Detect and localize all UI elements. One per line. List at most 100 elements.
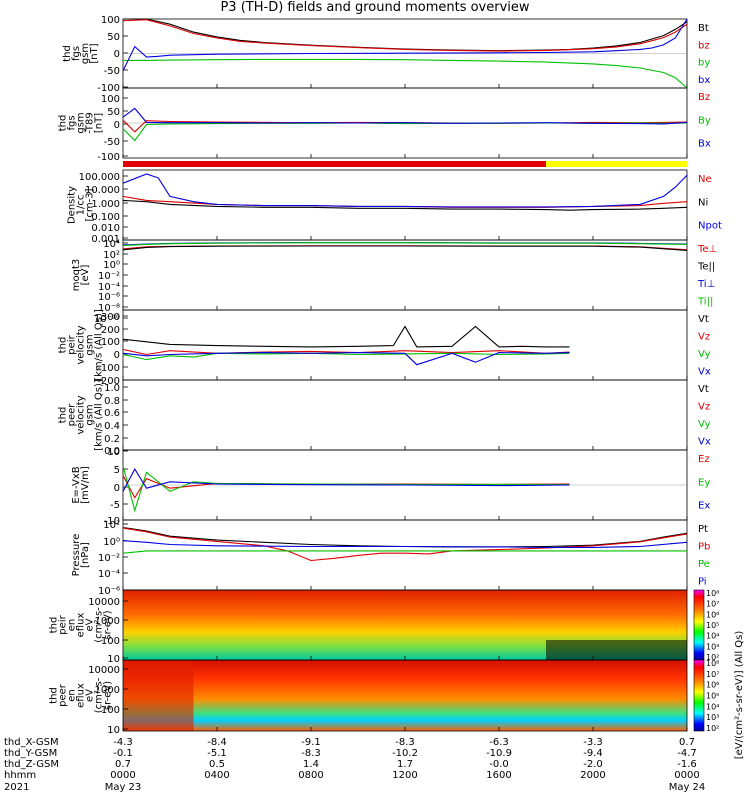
panel-frame	[122, 519, 688, 591]
series-pressure-Pi	[122, 540, 688, 548]
y-tick-label: 10000	[88, 597, 120, 608]
ephemeris-value: -4.7	[677, 748, 697, 759]
colorbar-tick: 10⁵	[706, 621, 719, 630]
legend-entry: Vx	[698, 367, 711, 378]
y-axis-label: E=-VxB	[71, 466, 82, 503]
series-density-Ni	[122, 199, 688, 211]
y-tick-label: 10⁰	[103, 260, 120, 271]
legend-entry: Ne	[698, 174, 712, 185]
y-axis-label: [nT]	[89, 43, 100, 63]
x-tick-label: 1600	[486, 770, 511, 781]
series-fgs-Bt	[123, 18, 688, 52]
x-tick-label: 0000	[110, 770, 135, 781]
colorbar	[693, 659, 705, 732]
y-axis-label: 1/cc	[76, 195, 87, 216]
y-tick-label: 10⁰	[103, 537, 120, 548]
x-tick-label: 1200	[392, 770, 417, 781]
x-date-label: May 24	[669, 782, 706, 793]
series-peir-vel-Vx	[122, 352, 570, 366]
colorbar-tick: 10⁴	[706, 702, 719, 711]
y-axis-label: velocity	[76, 325, 87, 364]
y-axis-label: gsm	[76, 112, 87, 133]
legend-entry: Te⊥	[697, 244, 717, 255]
ephemeris-value: -4.3	[113, 737, 133, 748]
legend-entry: Pe	[698, 559, 710, 570]
y-axis-label: (cm²-s-	[94, 607, 105, 643]
legend-entry: Vx	[698, 437, 711, 448]
panel-frame	[122, 169, 688, 241]
y-tick-label: 10000	[88, 665, 120, 676]
x-tick-label: 0000	[674, 770, 699, 781]
y-axis-label: en	[67, 619, 78, 632]
y-tick-label: 50	[107, 107, 120, 118]
y-tick-label: 0	[114, 120, 120, 131]
series-fgs-by	[123, 58, 688, 89]
y-tick-label: -5	[110, 500, 120, 511]
ephemeris-value: -8.3	[301, 748, 321, 759]
y-axis-label: fgs	[71, 46, 82, 61]
legend-entry: Bt	[698, 23, 709, 34]
y-axis-label: thd	[62, 45, 73, 62]
y-tick-label: 0.8	[104, 396, 120, 407]
ephemeris-value: 0.5	[209, 759, 225, 770]
legend-entry: Vt	[698, 384, 709, 395]
y-axis-label: [km/s (All Qs)]	[94, 379, 105, 451]
ephemeris-value: -5.1	[207, 748, 227, 759]
y-tick-label: 10⁻⁴	[98, 282, 120, 293]
legend-entry: by	[698, 58, 710, 69]
y-tick-label: 200	[101, 325, 120, 336]
legend-entry: Vt	[698, 314, 709, 325]
ephemeris-value: -8.4	[207, 737, 227, 748]
y-axis-label: sr-eV)	[103, 681, 114, 710]
y-tick-label: 10²	[103, 250, 120, 261]
ephemeris-value: -9.1	[301, 737, 321, 748]
series-temp-Te||	[122, 245, 688, 251]
y-tick-label: 100	[101, 337, 120, 348]
y-axis-label: Density	[67, 186, 78, 224]
y-axis-label: -T89	[85, 112, 96, 134]
y-tick-label: 1000	[95, 616, 120, 627]
year-label: 2021	[4, 782, 29, 793]
legend-entry: Ez	[698, 454, 710, 465]
legend-entry: bx	[698, 75, 710, 86]
y-axis-label: (cm²-s-	[94, 677, 105, 713]
ephemeris-value: 1.7	[397, 759, 413, 770]
ephemeris-value: -1.6	[677, 759, 697, 770]
y-tick-label: 10	[107, 725, 120, 736]
y-axis-label: thd	[58, 115, 69, 132]
y-axis-label: peer	[67, 403, 78, 427]
legend-entry: Npot	[698, 221, 722, 232]
series-pressure-Pt	[122, 526, 688, 548]
ephemeris-value: -10.9	[486, 748, 512, 759]
y-tick-label: 0	[114, 350, 120, 361]
ephemeris-value: 1.4	[303, 759, 319, 770]
y-tick-label: 10⁻²	[98, 271, 120, 282]
colorbar-tick: 10⁸	[706, 659, 719, 668]
y-tick-label: 10⁻⁶	[98, 586, 120, 597]
y-axis-label: eV	[85, 689, 96, 702]
y-tick-label: -200	[97, 376, 120, 387]
y-axis-label: [cm-3]	[85, 188, 96, 221]
colorbar-tick: 10⁸	[706, 589, 719, 598]
series-temp-Ti||	[122, 242, 688, 247]
y-tick-label: 10	[107, 447, 120, 458]
y-axis-label: gsm	[85, 404, 96, 425]
ephemeris-value: -0.1	[113, 748, 133, 759]
y-axis-label: [nPa]	[80, 542, 91, 568]
y-tick-label: 300	[101, 312, 120, 323]
y-axis-label: thd	[58, 337, 69, 354]
series-efield-Ex	[122, 467, 570, 492]
y-axis-label: Pressure	[71, 534, 82, 577]
y-tick-label: 5	[114, 465, 120, 476]
y-axis-label: en	[67, 689, 78, 702]
colorbar-tick: 10⁶	[706, 610, 719, 619]
y-tick-label: 100	[101, 15, 120, 26]
ephemeris-value: -3.3	[583, 737, 603, 748]
legend-entry: Ey	[698, 477, 710, 488]
y-axis-label: [eV]	[80, 265, 91, 286]
y-tick-label: 10⁻¹⁰	[94, 314, 120, 325]
legend-entry: Vz	[698, 402, 710, 413]
series-efield-Ey	[122, 465, 570, 513]
legend-entry: Ni	[698, 197, 708, 208]
y-tick-label: -100	[97, 83, 120, 94]
